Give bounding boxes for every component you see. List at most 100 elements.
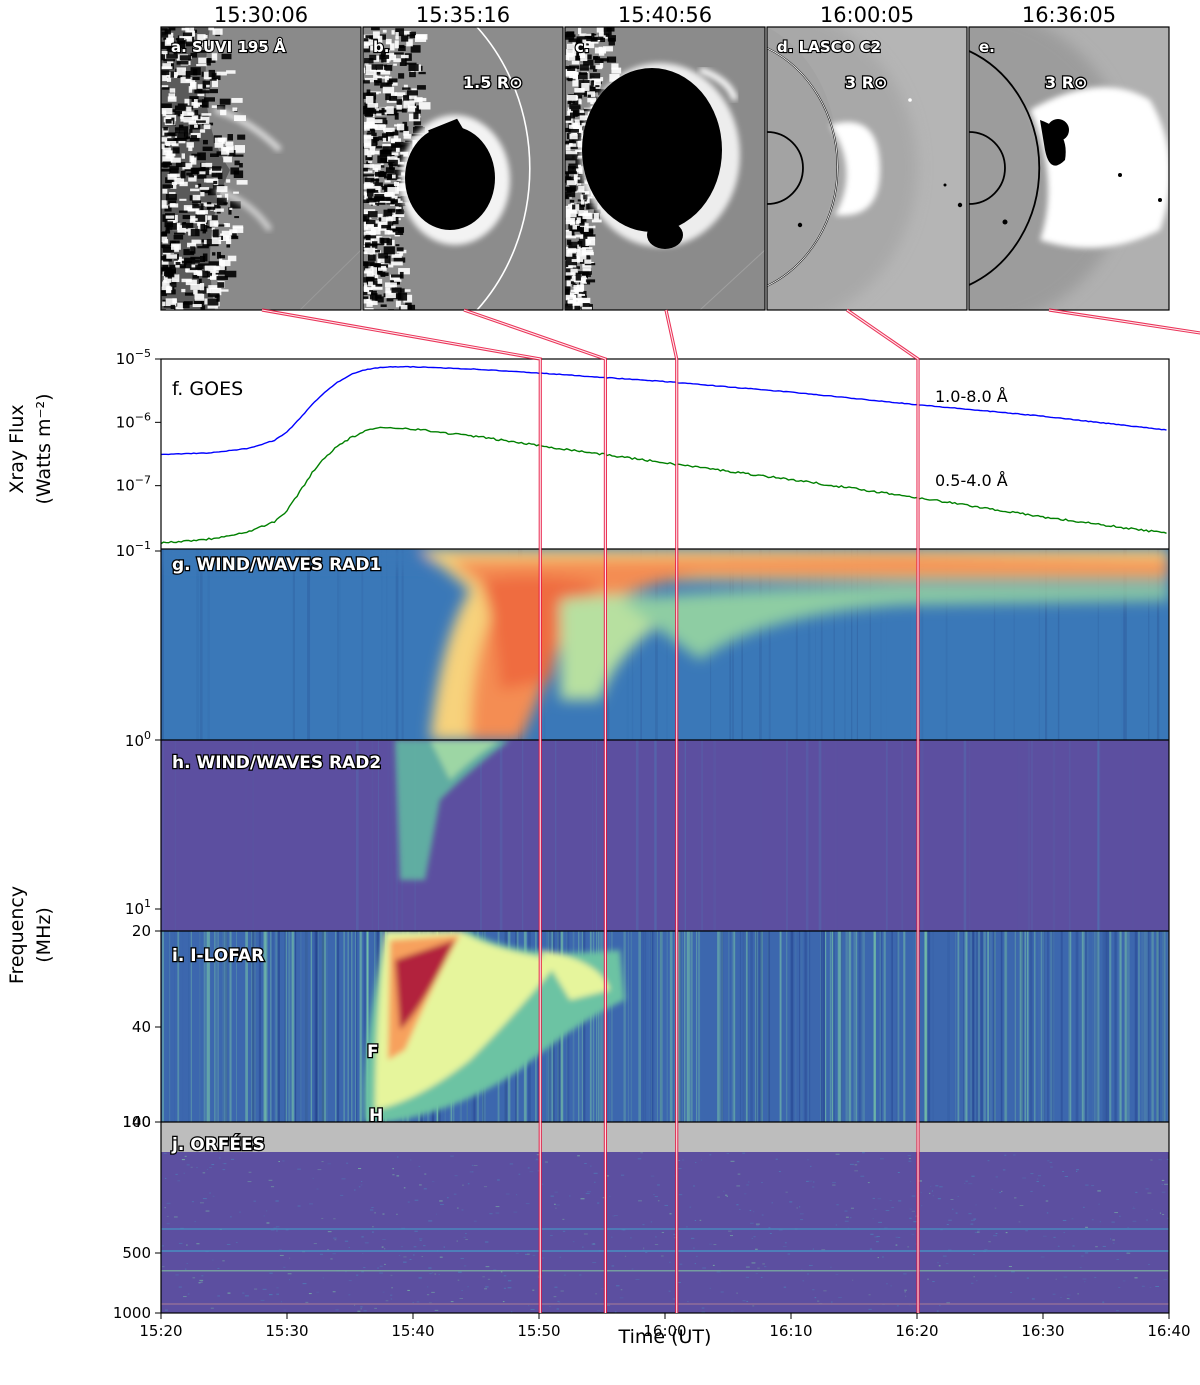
noise-dot xyxy=(717,1196,720,1198)
noise-dot xyxy=(908,1160,912,1162)
noise-dot xyxy=(369,1209,374,1211)
noise-column xyxy=(1018,931,1020,1122)
speckle xyxy=(168,200,177,205)
noise-dot xyxy=(473,1164,478,1166)
noise-dot xyxy=(805,1180,809,1182)
speckle xyxy=(212,79,219,88)
noise-dot xyxy=(242,1292,245,1294)
noise-dot xyxy=(606,1304,611,1306)
noise-column xyxy=(1085,931,1087,1122)
speckle xyxy=(164,221,174,228)
noise-dot xyxy=(289,1257,291,1259)
noise-column xyxy=(1098,740,1100,931)
noise-dot xyxy=(955,1212,958,1214)
noise-dot xyxy=(911,1210,915,1212)
speckle xyxy=(196,64,208,67)
speckle xyxy=(215,266,220,271)
speckle xyxy=(232,233,237,239)
noise-column xyxy=(1038,549,1040,740)
speckle xyxy=(176,67,187,76)
noise-dot xyxy=(218,1157,221,1159)
noise-dot xyxy=(709,1243,713,1245)
speckle xyxy=(177,103,188,106)
speckle xyxy=(175,162,186,168)
speckle xyxy=(366,276,374,282)
noise-column xyxy=(627,931,629,1122)
noise-column xyxy=(596,740,597,931)
noise-dot xyxy=(431,1272,434,1274)
noise-column xyxy=(1119,931,1122,1122)
noise-column xyxy=(1148,549,1150,740)
noise-dot xyxy=(410,1159,412,1161)
noise-dot xyxy=(988,1241,991,1243)
time-marker-line xyxy=(665,309,678,1313)
noise-dot xyxy=(594,1181,596,1183)
noise-column xyxy=(1000,931,1003,1122)
noise-column xyxy=(790,931,794,1122)
noise-dot xyxy=(931,1190,934,1192)
speckle xyxy=(371,290,377,296)
speckle xyxy=(161,31,169,38)
noise-dot xyxy=(903,1273,907,1275)
noise-column xyxy=(214,931,218,1122)
speckle xyxy=(390,143,401,148)
speckle xyxy=(200,305,206,310)
speckle xyxy=(161,143,165,149)
noise-dot xyxy=(555,1207,557,1209)
speckle xyxy=(382,137,387,143)
noise-column xyxy=(759,931,761,1122)
noise-column xyxy=(666,549,668,740)
noise-dot xyxy=(1055,1278,1057,1280)
noise-dot xyxy=(1063,1232,1065,1234)
noise-column xyxy=(880,549,883,740)
speckle xyxy=(206,84,210,88)
noise-column xyxy=(630,931,633,1122)
speckle xyxy=(566,133,571,140)
speckle xyxy=(583,234,596,237)
noise-dot xyxy=(904,1291,906,1293)
noise-dot xyxy=(835,1153,840,1155)
speckle xyxy=(572,225,578,230)
noise-column xyxy=(874,931,877,1122)
noise-column xyxy=(759,549,762,740)
speckle xyxy=(199,210,208,215)
speckle xyxy=(162,281,170,287)
noise-column xyxy=(747,931,749,1122)
speckle xyxy=(211,227,215,231)
goes-panel: f. GOES 1.0-8.0 Å 0.5-4.0 Å 10−510−610−7… xyxy=(6,347,1169,549)
noise-dot xyxy=(778,1171,781,1173)
speckle xyxy=(190,283,201,290)
speckle xyxy=(572,72,579,75)
speckle xyxy=(363,261,375,266)
speckle xyxy=(580,198,585,205)
speckle xyxy=(182,215,191,220)
speckle xyxy=(225,141,234,146)
speckle xyxy=(380,304,387,307)
noise-column xyxy=(1086,931,1089,1122)
noise-dot xyxy=(390,1274,393,1276)
noise-column xyxy=(924,931,927,1122)
speckle xyxy=(166,77,172,82)
noise-dot xyxy=(535,1159,540,1161)
noise-column xyxy=(1060,931,1063,1122)
speckle xyxy=(385,282,397,288)
image-panel-ring-label: 3 R⊙ xyxy=(845,73,887,92)
noise-dot xyxy=(224,1163,227,1165)
speckle xyxy=(386,295,394,302)
noise-dot xyxy=(736,1185,741,1187)
noise-column xyxy=(955,931,957,1122)
noise-dot xyxy=(1110,1238,1112,1240)
noise-column xyxy=(263,931,265,1122)
noise-column xyxy=(985,931,987,1122)
noise-column xyxy=(223,931,225,1122)
noise-dot xyxy=(905,1295,907,1297)
noise-dot xyxy=(687,1301,689,1303)
noise-dot xyxy=(813,1181,815,1183)
noise-dot xyxy=(403,1187,406,1189)
noise-column xyxy=(359,931,362,1122)
noise-column xyxy=(359,931,363,1122)
noise-dot xyxy=(280,1301,283,1303)
speckle xyxy=(386,48,390,51)
speckle xyxy=(371,27,380,31)
speckle xyxy=(583,108,593,112)
